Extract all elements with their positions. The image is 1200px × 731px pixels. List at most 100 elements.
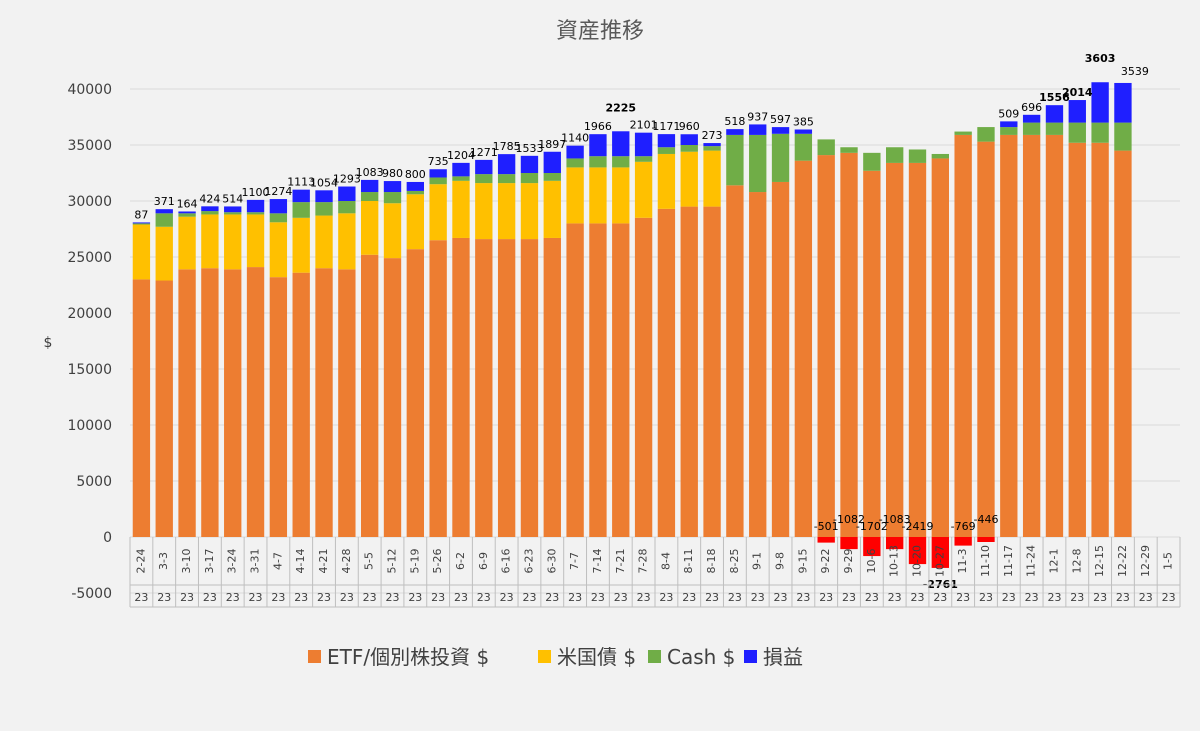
x-tick-label: 5-12	[386, 549, 399, 574]
bar-segment	[338, 213, 356, 270]
data-label-profit: 597	[770, 113, 791, 126]
y-tick-label: 0	[103, 530, 112, 546]
x-tick-label: 9-1	[751, 552, 764, 570]
data-label-profit: 1204	[447, 149, 475, 162]
x-year-label: 23	[888, 591, 902, 604]
bar-segment	[246, 212, 265, 215]
bar-segment	[863, 152, 881, 171]
x-year-label: 23	[705, 591, 719, 604]
bar-segment	[292, 272, 310, 537]
x-year-label: 23	[1162, 591, 1176, 604]
data-label-profit: 514	[222, 192, 243, 205]
legend-label: 米国債 $	[557, 645, 636, 669]
bar-segment	[886, 147, 904, 163]
data-label-profit: 1897	[538, 138, 566, 151]
bar-segment	[497, 174, 516, 184]
bar-segment	[1091, 142, 1109, 537]
bar-segment	[1114, 150, 1132, 537]
data-label-profit: 1274	[264, 185, 292, 198]
bar-segment	[840, 152, 858, 537]
bar-segment	[132, 224, 151, 280]
x-year-label: 23	[751, 591, 765, 604]
bar-segment	[475, 239, 493, 537]
bar-segment-profit	[680, 134, 698, 145]
data-label-profit: -769	[951, 520, 976, 533]
bar-segment	[361, 254, 379, 537]
data-label-profit: 87	[134, 208, 148, 221]
bar-segment-profit	[497, 154, 516, 175]
data-label-profit: 937	[747, 110, 768, 123]
data-label-profit: 273	[702, 129, 723, 142]
x-year-label: 23	[728, 591, 742, 604]
bar-segment	[931, 153, 949, 159]
bar-segment-loss	[817, 537, 835, 543]
bar-segment	[315, 215, 333, 269]
bar-segment-loss	[840, 537, 858, 550]
bar-segment-profit	[1114, 82, 1132, 123]
bar-segment-profit	[361, 179, 379, 193]
x-year-label: 23	[317, 591, 331, 604]
bar-segment	[224, 269, 242, 537]
data-label-profit: 3539	[1121, 65, 1149, 78]
y-tick-label: 40000	[67, 82, 112, 98]
data-label-profit: 1556	[1039, 91, 1070, 104]
bar-segment-loss	[977, 537, 995, 542]
x-year-label: 23	[1047, 591, 1061, 604]
bar-segment	[726, 134, 744, 186]
x-tick-label: 6-16	[500, 549, 513, 574]
bar-segment	[452, 237, 470, 537]
x-tick-label: 6-23	[522, 549, 535, 574]
data-label-profit: 800	[405, 168, 426, 181]
x-year-label: 23	[842, 591, 856, 604]
x-tick-label: 9-22	[819, 549, 832, 574]
data-labels-layer: 87 371 164 424 51411001274111310541293108398…	[134, 52, 1149, 591]
bar-segment	[566, 167, 584, 224]
x-year-label: 23	[1116, 591, 1130, 604]
bar-segment	[178, 213, 196, 217]
bar-segment-profit	[246, 199, 265, 213]
x-axis-ticks: 2-24 23 3-3 23 3-10 23 3-17 23 3-24 23 3-31 23 4-7 23…	[129, 537, 1181, 608]
bar-segment-profit	[178, 211, 196, 214]
bar-segment-loss	[908, 537, 927, 565]
bar-segment	[657, 208, 676, 537]
x-year-label: 23	[363, 591, 377, 604]
x-tick-label: 10-13	[888, 545, 901, 577]
bar-segment	[315, 268, 333, 537]
bar-segment	[201, 268, 219, 537]
bar-segment	[269, 277, 288, 537]
x-year-label: 23	[249, 591, 263, 604]
x-tick-label: 11-3	[956, 549, 969, 574]
data-label-profit: 1785	[493, 140, 521, 153]
bar-segment-profit	[657, 134, 676, 148]
bar-segment	[954, 131, 972, 135]
x-year-label: 23	[500, 591, 514, 604]
x-tick-label: 7-14	[591, 549, 604, 574]
bar-segment	[863, 170, 881, 537]
data-label-profit: 696	[1021, 101, 1042, 114]
data-label-profit: 3603	[1085, 52, 1116, 65]
bar-segment	[634, 217, 653, 538]
bar-segment	[452, 180, 470, 238]
bars-layer	[132, 82, 1132, 568]
x-tick-label: 12-29	[1139, 545, 1152, 577]
bar-segment	[520, 173, 539, 184]
bar-segment	[292, 202, 310, 218]
bar-segment	[224, 214, 242, 270]
data-label-profit: -2419	[902, 520, 934, 533]
data-label-profit: 1271	[470, 146, 498, 159]
data-label-profit: 424	[199, 192, 220, 205]
bar-segment-profit	[794, 129, 813, 134]
bar-segment	[1000, 127, 1018, 135]
x-year-label: 23	[1093, 591, 1107, 604]
x-year-label: 23	[294, 591, 308, 604]
data-label-profit: 509	[998, 107, 1019, 120]
x-year-label: 23	[1002, 591, 1016, 604]
x-year-label: 23	[431, 591, 445, 604]
x-year-label: 23	[157, 591, 171, 604]
bar-segment-profit	[338, 186, 356, 201]
data-label-profit: 1293	[333, 173, 361, 186]
bar-segment	[1045, 122, 1064, 135]
legend-label: 損益	[763, 645, 803, 669]
x-tick-label: 8-4	[659, 552, 672, 570]
